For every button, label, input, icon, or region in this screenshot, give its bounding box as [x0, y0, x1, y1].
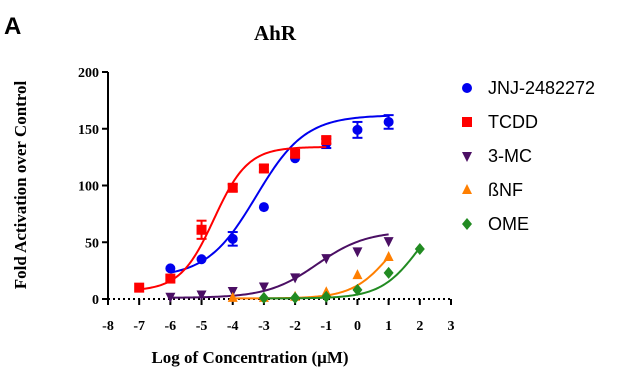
- data-point: [165, 273, 176, 284]
- x-tick-label: 2: [416, 319, 423, 334]
- legend-item: JNJ-2482272: [462, 78, 595, 98]
- series-4: [258, 243, 425, 304]
- data-point: [258, 163, 269, 174]
- panel-label: A: [4, 13, 21, 40]
- data-point: [383, 116, 394, 127]
- series-1: [134, 135, 332, 293]
- legend-item: OME: [462, 214, 529, 234]
- data-point: [227, 233, 238, 244]
- y-axis-label: Fold Activation over Control: [11, 80, 30, 289]
- plot-area: [134, 114, 425, 304]
- x-tick-label: -8: [102, 319, 114, 334]
- x-tick-label: 3: [448, 319, 455, 334]
- data-point: [352, 124, 363, 135]
- data-point: [165, 292, 176, 303]
- data-point: [383, 251, 394, 262]
- y-tick-label: 200: [78, 66, 99, 81]
- legend-marker: [462, 83, 472, 93]
- x-tick-label: -6: [165, 319, 177, 334]
- data-point: [290, 148, 301, 159]
- data-point: [227, 291, 238, 302]
- data-point: [258, 282, 269, 293]
- data-point: [321, 254, 332, 265]
- fit-curve: [263, 247, 421, 300]
- legend-marker: [462, 117, 472, 127]
- chart-title: AhR: [254, 21, 297, 45]
- legend-label: ßNF: [488, 180, 523, 200]
- y-tick-label: 0: [92, 293, 99, 308]
- x-tick-label: -3: [258, 319, 270, 334]
- legend-label: 3-MC: [488, 146, 532, 166]
- data-point: [196, 254, 207, 265]
- data-point: [258, 291, 269, 304]
- data-point: [290, 291, 301, 304]
- y-tick-label: 150: [78, 123, 99, 138]
- data-point: [196, 290, 207, 301]
- legend-marker: [462, 184, 472, 194]
- data-point: [165, 263, 176, 274]
- x-tick-label: -7: [133, 319, 145, 334]
- legend-item: TCDD: [462, 112, 538, 132]
- x-tick-label: -5: [196, 319, 208, 334]
- x-tick-label: 0: [354, 319, 361, 334]
- data-point: [290, 273, 301, 284]
- data-point: [352, 269, 363, 280]
- x-tick-label: 1: [385, 319, 392, 334]
- legend: JNJ-2482272 TCDD 3-MC ßNF OME: [462, 78, 595, 234]
- data-point: [321, 135, 332, 146]
- data-point: [321, 290, 332, 303]
- legend-item: ßNF: [462, 180, 523, 200]
- legend-label: OME: [488, 214, 529, 234]
- y-tick-label: 50: [85, 236, 99, 251]
- data-point: [352, 283, 363, 296]
- data-point: [196, 224, 207, 235]
- data-point: [383, 237, 394, 248]
- data-point: [227, 182, 238, 193]
- data-point: [414, 243, 425, 256]
- data-point: [383, 266, 394, 279]
- legend-item: 3-MC: [462, 146, 532, 166]
- legend-marker: [462, 218, 472, 230]
- x-axis-label: Log of Concentration (μM): [151, 348, 348, 367]
- data-point: [134, 282, 145, 293]
- legend-label: TCDD: [488, 112, 538, 132]
- legend-label: JNJ-2482272: [488, 78, 595, 98]
- fit-curve: [170, 114, 389, 274]
- data-point: [352, 247, 363, 258]
- x-tick-label: -4: [227, 319, 239, 334]
- data-point: [258, 202, 269, 213]
- fit-curve: [170, 233, 389, 299]
- axes: 0 50 100 150 200 -8 -7 -6 -5 -4 -3 -2 -1 0 1 2 3: [78, 66, 455, 334]
- legend-marker: [462, 152, 472, 162]
- series-0: [165, 114, 394, 274]
- y-tick-label: 100: [78, 180, 99, 195]
- x-tick-label: -2: [289, 319, 301, 334]
- x-tick-label: -1: [320, 319, 332, 334]
